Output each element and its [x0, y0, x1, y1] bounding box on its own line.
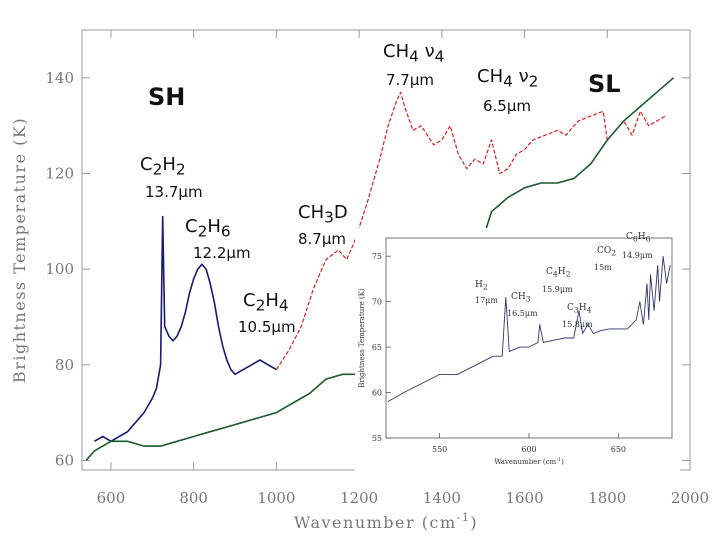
x-tick-label: 1000 — [257, 489, 295, 507]
annotation-molecule: CH4 ν2 — [477, 66, 538, 91]
inset-x-axis-label: Wavenumber (cm-1) — [494, 457, 564, 466]
inset-y-tick-label: 75 — [372, 252, 382, 261]
annotation-wavelength: 13.7μm — [145, 183, 203, 201]
inset-annotation-wavelength: 15.9μm — [542, 285, 573, 294]
inset-chart: 550 600 650 55 60 65 70 75 Wavenumber (cm-1) Brig… — [355, 228, 680, 472]
annotation-wavelength: 7.7μm — [386, 71, 434, 89]
annotation-wavelength: 8.7μm — [298, 230, 346, 248]
y-axis-label: Brightness Temperature (K) — [10, 117, 29, 383]
x-tick-label: 600 — [97, 489, 126, 507]
inset-x-tick-label: 550 — [432, 445, 447, 454]
inset-annotation-molecule: C4H2 — [546, 267, 571, 278]
x-tick-label: 800 — [179, 489, 208, 507]
inset-series-line-0 — [387, 256, 671, 402]
inset-annotation-wavelength: 16.5μm — [507, 309, 538, 318]
x-tick-label: 1200 — [340, 489, 378, 507]
annotation-molecule: CH3D — [298, 202, 348, 227]
x-tick-label: 2000 — [671, 489, 709, 507]
inset-background — [355, 228, 680, 472]
inset-y-axis-label: Brightness Temperature (K) — [358, 288, 366, 388]
inset-annotation-molecule: H2 — [475, 280, 488, 291]
y-tick-label: 120 — [45, 164, 74, 182]
inset-y-tick-label: 65 — [372, 343, 382, 352]
inset-y-tick-label: 60 — [372, 389, 382, 398]
x-axis-label: Wavenumber (cm-1) — [294, 511, 478, 532]
inset-annotation-molecule: CH3 — [511, 292, 531, 303]
inset-annotation-wavelength: 15m — [594, 263, 612, 272]
inset-x-tick-label: 650 — [611, 445, 626, 454]
annotation-molecule: C2H6 — [185, 216, 231, 241]
annotation-molecule: C2H2 — [140, 154, 186, 179]
series-line-0 — [93, 215, 277, 443]
y-tick-label: 80 — [55, 356, 74, 374]
inset-x-tick-label: 600 — [521, 445, 536, 454]
x-tick-label: 1600 — [505, 489, 543, 507]
annotation-molecule: CH4 ν4 — [383, 41, 444, 66]
annotation-molecule: C2H4 — [243, 290, 289, 315]
x-tick-label: 1400 — [423, 489, 461, 507]
region-label-sh: SH — [148, 83, 185, 111]
y-tick-label: 100 — [45, 260, 74, 278]
y-tick-label: 140 — [45, 69, 74, 87]
inset-annotation-wavelength: 14.9μm — [622, 251, 653, 260]
inset-annotation-molecule: C3H4 — [567, 303, 592, 314]
annotation-wavelength: 12.2μm — [193, 244, 251, 262]
inset-annotation-wavelength: 17μm — [475, 296, 498, 305]
inset-y-tick-label: 55 — [372, 434, 382, 443]
inset-y-tick-label: 70 — [372, 298, 382, 307]
inset-annotation-molecule: C6H6 — [626, 232, 651, 243]
main-axes: 600 800 1000 1200 1400 1600 1800 2000 60 80 100 120… — [10, 29, 709, 532]
annotation-wavelength: 10.5μm — [238, 318, 296, 336]
region-label-sl: SL — [588, 70, 621, 98]
x-tick-label: 1800 — [588, 489, 626, 507]
inset-annotation-wavelength: 15.8μm — [562, 320, 593, 329]
annotation-layer: SH SL C2H2 13.7μm C2H6 12.2μm C2H4 10.5μm CH3D 8.… — [140, 41, 621, 336]
y-tick-label: 60 — [55, 451, 74, 469]
annotation-wavelength: 6.5μm — [483, 97, 531, 115]
inset-annotation-molecule: CO2 — [597, 246, 616, 257]
